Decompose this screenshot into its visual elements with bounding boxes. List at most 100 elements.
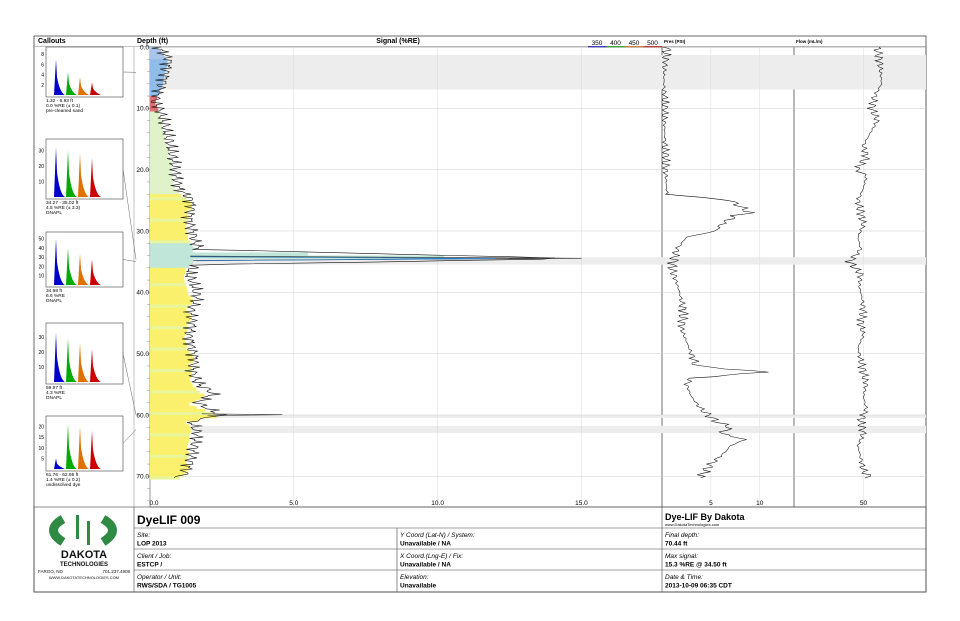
pressure-trace xyxy=(661,46,769,479)
signal-fill-row xyxy=(150,139,165,143)
signal-fill-row xyxy=(150,108,159,112)
callout-ytick-4-3: 5 xyxy=(41,456,44,462)
max-signal-value: 15.3 %RE @ 34.50 ft xyxy=(665,562,727,569)
callout-ytick-0-1: 6 xyxy=(41,62,44,68)
signal-fill-row xyxy=(150,224,186,229)
legend-label-450: 450 xyxy=(629,40,640,47)
signal-fill-row xyxy=(150,206,192,210)
signal-fill-row xyxy=(150,123,162,127)
final-depth-label: Final depth: xyxy=(665,532,699,539)
site-label: Site: xyxy=(137,532,150,539)
signal-fill-row xyxy=(150,172,172,176)
callout-caption-3-0: 59.97 ft xyxy=(46,385,63,391)
signal-spike-blue xyxy=(190,256,496,262)
signal-fill-row xyxy=(150,421,186,425)
signal-fill-row xyxy=(150,273,185,278)
signal-fill-row xyxy=(150,454,189,459)
callout-waveform-2-3 xyxy=(90,259,101,285)
signal-fill-row xyxy=(150,197,187,201)
signal-fill-row xyxy=(150,430,191,434)
flow-tick-label-0: 50 xyxy=(860,500,868,507)
signal-fill-row xyxy=(150,240,190,244)
logo-bar-left xyxy=(76,515,79,539)
signal-fill-row xyxy=(150,126,163,130)
callout-ytick-3-2: 10 xyxy=(38,365,44,371)
signal-fill-row xyxy=(150,335,185,339)
elevation-label: Elevation: xyxy=(400,574,429,581)
signal-fill-row xyxy=(150,393,205,397)
chart-layer: 0.0 5.0 10.0 15.0 0.0 10.0 20.0 30.0 40.0 50.0 60.… xyxy=(136,44,926,507)
log-title: DyeLIF 009 xyxy=(137,513,201,527)
callout-ytick-1-1: 20 xyxy=(38,164,44,170)
logo-right-arc xyxy=(100,515,117,546)
ycoord-label: Y Coord (Lat-N) / System: xyxy=(400,532,475,539)
signal-fill-row xyxy=(150,313,191,318)
logo-name: DAKOTA xyxy=(61,549,107,561)
logo-left-arc xyxy=(49,515,66,546)
callout-connector-4 xyxy=(122,429,137,444)
signal-fill-row xyxy=(150,200,191,204)
signal-fill-row xyxy=(150,96,157,100)
callout-caption-4-0: 61.76 - 62.95 ft xyxy=(46,472,79,478)
operator-value: RWS/SDA / TG1005 xyxy=(137,583,197,590)
callout-ytick-3-0: 30 xyxy=(38,335,44,341)
brand-url: www.DakotaTechnologies.com xyxy=(665,522,720,527)
callout-0: 8 6 4 2 1.32 - 6.93 ft0.0 %RE (± 0.1)pre-cle… xyxy=(41,46,137,114)
signal-fill-row xyxy=(150,390,200,394)
callout-waveform-1-0 xyxy=(54,147,65,197)
signal-fill-row xyxy=(150,86,162,91)
signal-fill-row xyxy=(150,418,199,422)
callout-ytick-4-0: 20 xyxy=(38,425,44,431)
logo-url: WWW.DAKOTATECHNOLOGIES.COM xyxy=(49,575,119,580)
signal-fill-row xyxy=(150,427,191,431)
callout-waveform-0-3 xyxy=(90,82,101,95)
callout-waveform-4-1 xyxy=(66,424,77,469)
callout-ytick-0-0: 8 xyxy=(41,52,44,58)
signal-fill-row xyxy=(150,203,192,207)
signal-fill-row xyxy=(150,80,164,84)
signal-fill-row xyxy=(150,353,193,357)
signal-fill-row xyxy=(150,135,165,140)
callout-waveform-3-3 xyxy=(90,349,101,382)
pressure-header: Pres (PSI) xyxy=(664,39,686,44)
legend-label-500: 500 xyxy=(647,40,658,47)
signal-fill-row xyxy=(150,415,217,419)
signal-tick-label-0: 0.0 xyxy=(149,500,158,507)
signal-fill-row xyxy=(150,221,187,226)
callout-ytick-1-2: 10 xyxy=(38,179,44,185)
signal-fill-row xyxy=(150,142,167,146)
callout-waveform-3-1 xyxy=(66,338,77,382)
callout-waveform-1-2 xyxy=(78,153,89,197)
signal-fill-row xyxy=(150,185,175,189)
signal-fill-row xyxy=(150,264,190,268)
pressure-tick-label-0: 5 xyxy=(709,500,713,507)
signal-fill-row xyxy=(150,270,186,275)
signal-fill-row xyxy=(150,384,193,388)
signal-fill-row xyxy=(150,74,165,78)
signal-fill-row xyxy=(150,319,190,324)
signal-fill-row xyxy=(150,461,187,465)
signal-fill-row xyxy=(150,332,186,336)
signal-fill-row xyxy=(150,145,169,149)
signal-fill-row xyxy=(150,476,180,480)
signal-fill-row xyxy=(150,218,188,222)
signal-fill-row xyxy=(150,433,190,437)
signal-fill-row xyxy=(150,178,173,183)
callout-waveform-2-1 xyxy=(66,247,77,285)
callout-caption-4-2: undissolved dye xyxy=(46,482,81,488)
signal-fill-row xyxy=(150,289,188,293)
signal-fill-row xyxy=(150,381,192,385)
signal-fill-row xyxy=(150,117,161,121)
callout-caption-3-2: DNAPL xyxy=(46,395,62,401)
signal-fill-row xyxy=(150,188,176,192)
signal-fill-row xyxy=(150,62,168,66)
signal-fill-row xyxy=(150,59,168,63)
signal-fill-row xyxy=(150,359,194,364)
dakota-logo: DAKOTA TECHNOLOGIES FARGO, ND 701.237.49… xyxy=(38,515,130,580)
callout-band-0 xyxy=(150,55,926,90)
signal-fill-row xyxy=(150,362,190,367)
signal-fill-row xyxy=(150,310,189,314)
signal-fill-row xyxy=(150,448,188,452)
callout-caption-1-0: 34.27 - 35.02 ft xyxy=(46,200,79,206)
elevation-value: Unavailable xyxy=(400,583,437,590)
